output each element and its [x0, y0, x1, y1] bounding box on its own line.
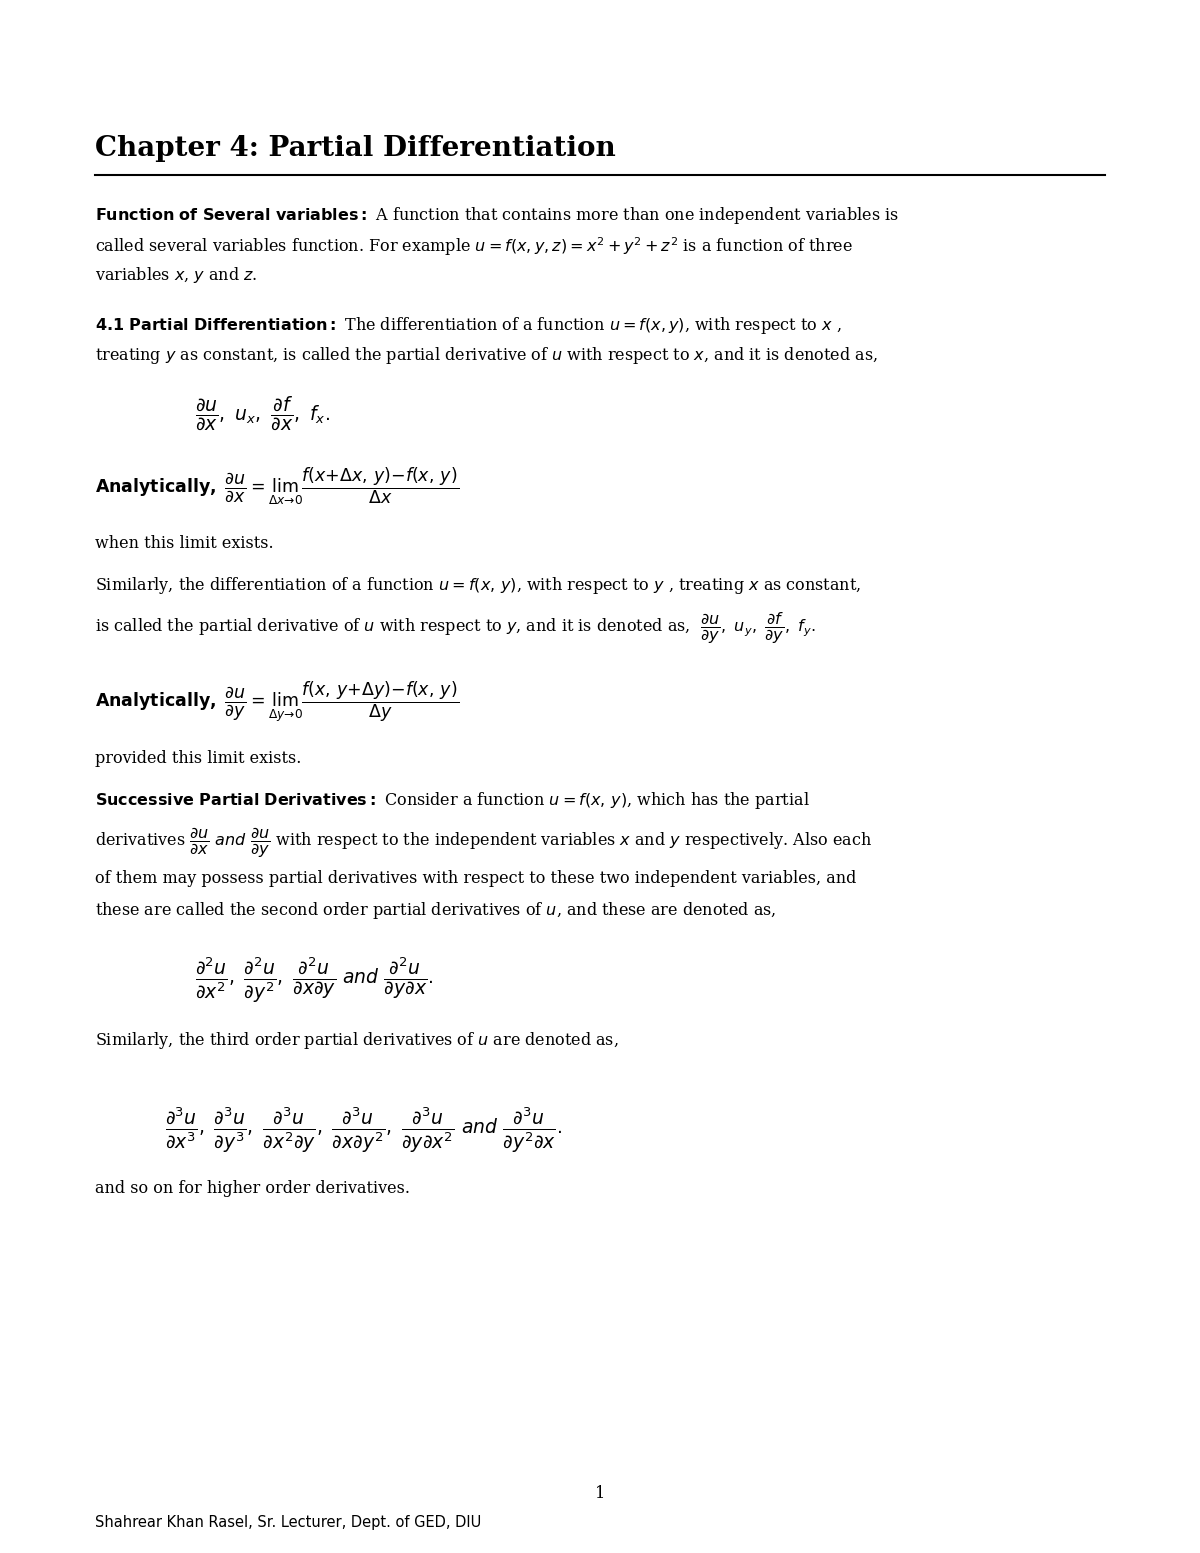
- Text: variables $x$, $y$ and $z$.: variables $x$, $y$ and $z$.: [95, 266, 258, 286]
- Text: when this limit exists.: when this limit exists.: [95, 534, 274, 551]
- Text: provided this limit exists.: provided this limit exists.: [95, 750, 301, 767]
- Text: $\bf{Successive\ Partial\ Derivatives:}$ Consider a function $u = f\left(x,\, y\: $\bf{Successive\ Partial\ Derivatives:}$…: [95, 790, 810, 811]
- Text: Chapter 4: Partial Differentiation: Chapter 4: Partial Differentiation: [95, 135, 616, 162]
- Text: Similarly, the differentiation of a function $u = f\left(x,\, y\right)$, with re: Similarly, the differentiation of a func…: [95, 575, 862, 596]
- Text: $\bf{Analytically,}$ $\dfrac{\partial u}{\partial y} = \lim_{\Delta y \to 0} \df: $\bf{Analytically,}$ $\dfrac{\partial u}…: [95, 680, 460, 725]
- Text: $\dfrac{\partial^3 u}{\partial x^3},\ \dfrac{\partial^3 u}{\partial y^3},\ \dfra: $\dfrac{\partial^3 u}{\partial x^3},\ \d…: [166, 1106, 562, 1155]
- Text: these are called the second order partial derivatives of $u$, and these are deno: these are called the second order partia…: [95, 901, 776, 921]
- Text: of them may possess partial derivatives with respect to these two independent va: of them may possess partial derivatives …: [95, 870, 857, 887]
- Text: $\bf{Analytically,}$ $\dfrac{\partial u}{\partial x} = \lim_{\Delta x \to 0} \df: $\bf{Analytically,}$ $\dfrac{\partial u}…: [95, 464, 460, 506]
- Text: derivatives $\dfrac{\partial u}{\partial x}$ $and$ $\dfrac{\partial u}{\partial : derivatives $\dfrac{\partial u}{\partial…: [95, 825, 872, 860]
- Text: $\dfrac{\partial u}{\partial x},\ u_x,\ \dfrac{\partial f}{\partial x},\ f_x.$: $\dfrac{\partial u}{\partial x},\ u_x,\ …: [194, 394, 330, 433]
- Text: Shahrear Khan Rasel, Sr. Lecturer, Dept. of GED, DIU: Shahrear Khan Rasel, Sr. Lecturer, Dept.…: [95, 1516, 481, 1530]
- Text: $\dfrac{\partial^2 u}{\partial x^2},\ \dfrac{\partial^2 u}{\partial y^2},\ \dfra: $\dfrac{\partial^2 u}{\partial x^2},\ \d…: [194, 955, 433, 1005]
- Text: and so on for higher order derivatives.: and so on for higher order derivatives.: [95, 1180, 410, 1197]
- Text: called several variables function. For example $u = f(x, y, z) = x^2 + y^2 + z^2: called several variables function. For e…: [95, 235, 853, 258]
- Text: Similarly, the third order partial derivatives of $u$ are denoted as,: Similarly, the third order partial deriv…: [95, 1030, 619, 1051]
- Text: treating $y$ as constant, is called the partial derivative of $u$ with respect t: treating $y$ as constant, is called the …: [95, 345, 878, 367]
- Text: 1: 1: [595, 1485, 605, 1502]
- Text: $\bf{4.1\ Partial\ Differentiation:}$ The differentiation of a function $u = f\l: $\bf{4.1\ Partial\ Differentiation:}$ Th…: [95, 315, 841, 335]
- Text: is called the partial derivative of $u$ with respect to $y$, and it is denoted a: is called the partial derivative of $u$ …: [95, 610, 816, 646]
- Text: $\bf{Function\ of\ Several\ variables:}$ A function that contains more than one : $\bf{Function\ of\ Several\ variables:}$…: [95, 205, 899, 227]
